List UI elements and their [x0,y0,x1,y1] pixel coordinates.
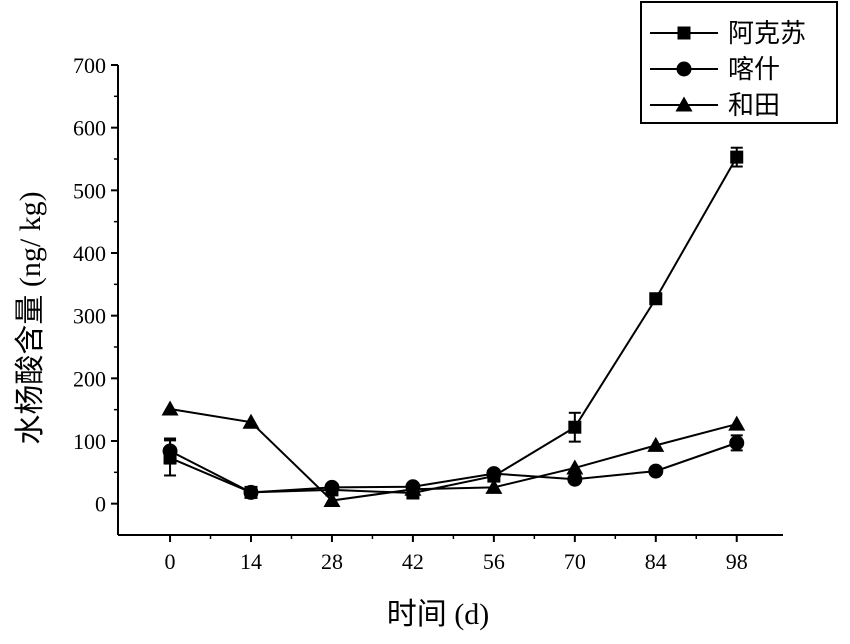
series-line [169,408,737,502]
legend-entry-1: 阿克苏 [650,19,806,49]
data-point [568,420,582,434]
y-axis-title: 水杨酸含量 (ng/ kg) [14,191,47,444]
legend-marker [676,61,692,77]
x-axis-title: 时间 (d) [387,598,489,631]
legend-entry-2: 喀什 [650,55,780,85]
y-tick-label: 500 [73,178,106,203]
y-tick-label: 700 [73,53,106,78]
data-point [323,492,341,508]
legend-label: 和田 [728,91,780,121]
y-tick-label: 100 [73,429,106,454]
x-tick-label: 56 [483,549,505,574]
data-point [649,292,663,306]
legend-box [640,1,838,124]
x-tick-label: 28 [321,549,343,574]
x-tick-label: 84 [645,549,667,574]
x-tick-label: 98 [726,549,748,574]
y-tick-label: 400 [73,241,106,266]
data-point [485,478,503,494]
series-line [169,156,738,495]
data-point [730,150,744,164]
data-point [242,413,260,429]
y-tick-label: 300 [73,304,106,329]
legend-label: 阿克苏 [728,19,806,49]
data-point [648,463,664,479]
x-tick-label: 42 [402,549,424,574]
y-tick-label: 200 [73,366,106,391]
x-tick-label: 14 [240,549,262,574]
y-tick-label: 0 [95,492,106,517]
series-layer [161,146,746,508]
legend-marker [677,26,691,40]
x-tick-label: 70 [564,549,586,574]
x-tick-label: 0 [165,549,176,574]
data-point [567,471,583,487]
data-point [647,436,665,452]
data-point [162,443,178,459]
series-3 [161,400,746,508]
data-point [486,466,502,482]
data-point [243,484,259,500]
data-point [324,479,340,495]
data-point [729,435,745,451]
y-tick-label: 600 [73,116,106,141]
legend-entry-3: 和田 [650,91,780,121]
series-line [169,441,738,494]
axes: 0 100 200 300 400 500 600 700 0 14 28 42 56 70 84 98 [73,53,783,574]
data-point [161,400,179,416]
data-point [566,459,584,475]
data-point [728,415,746,431]
legend-label: 喀什 [728,55,780,85]
legend-marker [675,96,693,112]
data-point [404,480,422,496]
